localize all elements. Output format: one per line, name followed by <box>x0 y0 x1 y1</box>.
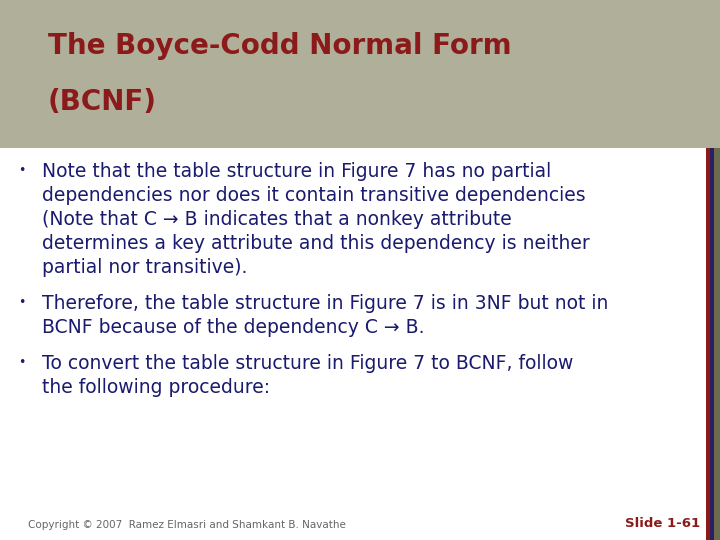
Text: •: • <box>18 164 25 177</box>
Text: Copyright © 2007  Ramez Elmasri and Shamkant B. Navathe: Copyright © 2007 Ramez Elmasri and Shamk… <box>28 520 346 530</box>
Text: partial nor transitive).: partial nor transitive). <box>42 258 248 277</box>
Text: Slide 1-61: Slide 1-61 <box>625 517 700 530</box>
Bar <box>706 148 710 540</box>
Text: To convert the table structure in Figure 7 to BCNF, follow: To convert the table structure in Figure… <box>42 354 573 373</box>
Bar <box>0 0 720 148</box>
Text: Therefore, the table structure in Figure 7 is in 3NF but not in: Therefore, the table structure in Figure… <box>42 294 608 313</box>
Text: dependencies nor does it contain transitive dependencies: dependencies nor does it contain transit… <box>42 186 585 205</box>
Text: •: • <box>18 296 25 309</box>
Text: The Boyce-Codd Normal Form: The Boyce-Codd Normal Form <box>48 32 512 60</box>
Text: Note that the table structure in Figure 7 has no partial: Note that the table structure in Figure … <box>42 162 552 181</box>
Text: •: • <box>18 356 25 369</box>
Text: (Note that C → B indicates that a nonkey attribute: (Note that C → B indicates that a nonkey… <box>42 210 512 229</box>
Text: determines a key attribute and this dependency is neither: determines a key attribute and this depe… <box>42 234 590 253</box>
Bar <box>706 148 714 540</box>
Bar <box>706 148 720 540</box>
Text: the following procedure:: the following procedure: <box>42 378 270 397</box>
Text: (BCNF): (BCNF) <box>48 88 157 116</box>
Text: BCNF because of the dependency C → B.: BCNF because of the dependency C → B. <box>42 318 425 337</box>
